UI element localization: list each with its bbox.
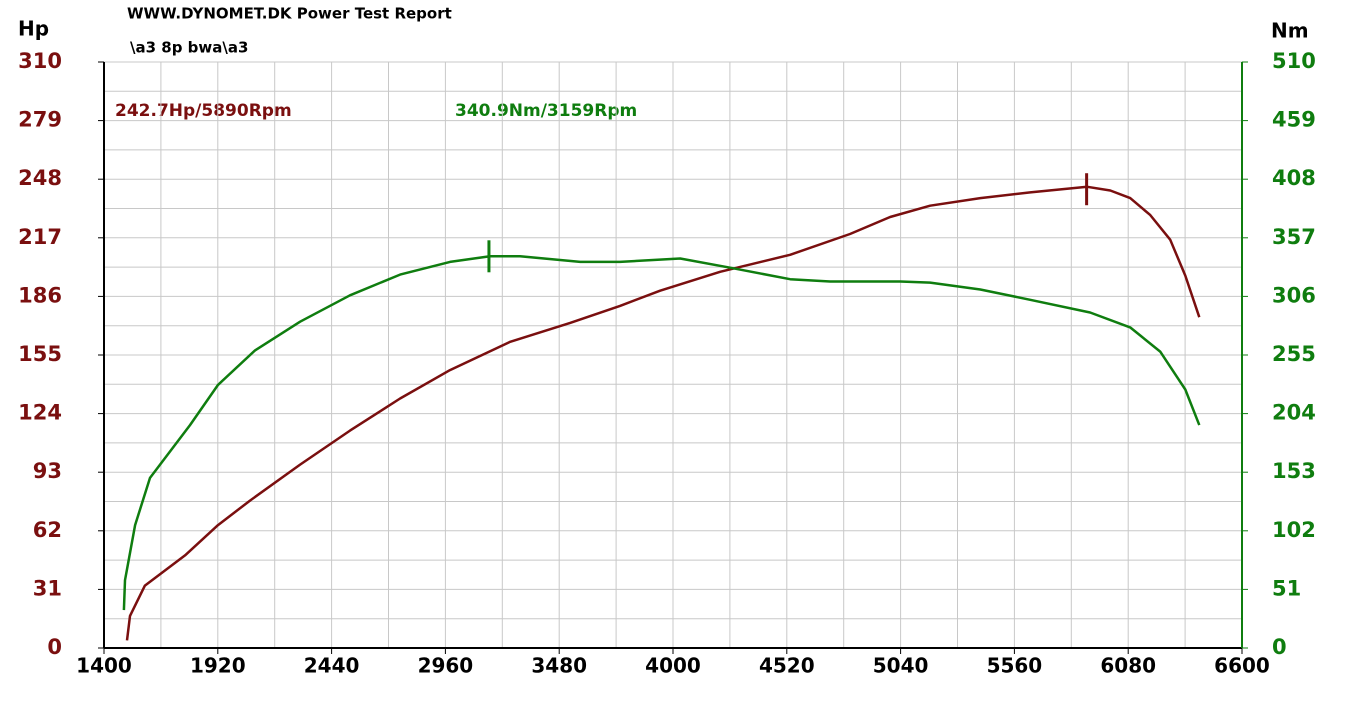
chart-title: WWW.DYNOMET.DK Power Test Report <box>127 5 452 23</box>
y2-tick-label: 51 <box>1272 576 1301 600</box>
y-tick-label: 0 <box>47 635 62 659</box>
y2-tick-label: 255 <box>1272 342 1316 366</box>
y-tick-label: 310 <box>18 49 62 73</box>
y2-axis-label: Nm <box>1271 19 1309 43</box>
x-tick-label: 1920 <box>190 654 246 678</box>
x-tick-label: 4520 <box>759 654 815 678</box>
y-tick-label: 62 <box>33 518 62 542</box>
peak-label: 340.9Nm/3159Rpm <box>455 101 637 121</box>
y2-tick-label: 459 <box>1272 108 1316 132</box>
x-tick-label: 5040 <box>873 654 929 678</box>
y-tick-label: 186 <box>18 283 62 307</box>
y-axis-label: Hp <box>18 17 49 41</box>
y2-tick-label: 408 <box>1272 166 1316 190</box>
y2-tick-label: 357 <box>1272 225 1316 249</box>
y2-tick-label: 102 <box>1272 518 1316 542</box>
x-tick-label: 4000 <box>645 654 701 678</box>
x-tick-label: 6600 <box>1214 654 1270 678</box>
y2-tick-label: 204 <box>1272 401 1316 425</box>
y2-tick-label: 510 <box>1272 49 1316 73</box>
chart-subtitle: \a3 8p bwa\a3 <box>130 39 248 57</box>
series-line <box>125 185 1201 641</box>
x-tick-label: 1400 <box>76 654 132 678</box>
y-tick-label: 124 <box>18 401 62 425</box>
y2-tick-label: 306 <box>1272 283 1316 307</box>
y-tick-label: 279 <box>18 108 62 132</box>
peak-label: 242.7Hp/5890Rpm <box>115 101 292 121</box>
y-tick-label: 248 <box>18 166 62 190</box>
y2-tick-label: 0 <box>1272 635 1287 659</box>
x-tick-label: 6080 <box>1100 654 1156 678</box>
y-tick-label: 155 <box>18 342 62 366</box>
x-tick-label: 5560 <box>987 654 1043 678</box>
y-tick-label: 31 <box>33 576 62 600</box>
y-tick-label: 93 <box>33 459 62 483</box>
y-tick-label: 217 <box>18 225 62 249</box>
x-tick-label: 2960 <box>418 654 474 678</box>
y2-tick-label: 153 <box>1272 459 1316 483</box>
x-tick-label: 3480 <box>531 654 587 678</box>
x-tick-label: 2440 <box>304 654 360 678</box>
series-line <box>122 254 1201 611</box>
